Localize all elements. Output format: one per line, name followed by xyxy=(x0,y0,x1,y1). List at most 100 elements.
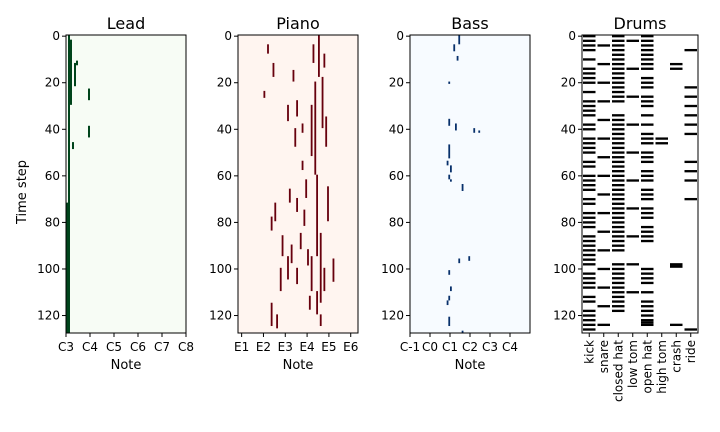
drum-hit-kick-23 xyxy=(583,179,596,182)
drum-hit-low-tom-6 xyxy=(626,207,639,210)
drum-hit-ride-8 xyxy=(684,170,697,173)
drum-hit-snare-2 xyxy=(597,81,610,84)
drum-hit-closed-hat-25 xyxy=(612,160,625,164)
drum-hit-open-hat-33 xyxy=(641,235,654,238)
piano-note-15 xyxy=(296,100,298,117)
drums-category-label-closed-hat: closed hat xyxy=(611,340,625,402)
drum-hit-closed-hat-29 xyxy=(612,179,625,182)
drum-hit-ride-1 xyxy=(684,86,697,89)
piano-note-22 xyxy=(287,256,289,280)
y-axis-label: Time step xyxy=(15,160,30,225)
piano-xtick-label: E3 xyxy=(278,340,293,354)
drum-hit-snare-12 xyxy=(597,267,610,271)
piano-axes-frame xyxy=(237,34,359,334)
piano-note-21 xyxy=(299,232,302,250)
drum-hit-closed-hat-6 xyxy=(612,62,625,66)
drum-hit-kick-29 xyxy=(583,216,596,219)
piano-note-19 xyxy=(281,235,284,257)
drums-category-label-low-tom: low tom xyxy=(626,340,640,388)
drum-hit-ride-2 xyxy=(684,95,697,98)
lead-xtick-label: C3 xyxy=(58,340,74,354)
lead-note-0 xyxy=(68,35,70,333)
drum-hit-kick-33 xyxy=(583,239,596,243)
drum-hit-open-hat-39 xyxy=(641,291,654,294)
bass-note-18 xyxy=(448,295,451,301)
piano-ytick-label: 0 xyxy=(224,29,232,43)
drum-hit-open-hat-41 xyxy=(641,305,654,308)
drum-hit-closed-hat-20 xyxy=(612,137,625,140)
piano-note-3 xyxy=(310,104,313,157)
drum-hit-kick-21 xyxy=(583,165,596,168)
drum-hit-closed-hat-43 xyxy=(612,244,625,247)
lead-ytick-label: 60 xyxy=(45,169,60,183)
piano-note-36 xyxy=(270,216,273,231)
drum-hit-open-hat-17 xyxy=(641,137,654,140)
drum-hit-crash-2 xyxy=(670,263,683,266)
bass-ytick-label: 120 xyxy=(381,309,404,323)
drum-hit-kick-12 xyxy=(583,109,596,112)
piano-note-10 xyxy=(267,44,269,54)
drum-hit-closed-hat-31 xyxy=(612,188,625,191)
drum-hit-closed-hat-47 xyxy=(612,272,625,275)
piano-xtick-label: E1 xyxy=(234,340,249,354)
drum-hit-kick-9 xyxy=(583,90,596,94)
drum-hit-closed-hat-23 xyxy=(612,151,625,154)
drums-title: Drums xyxy=(614,14,667,33)
drum-hit-closed-hat-55 xyxy=(612,309,625,313)
drum-hit-open-hat-9 xyxy=(641,81,654,84)
drum-hit-kick-17 xyxy=(583,142,596,145)
bass-xtick-label: C0 xyxy=(422,340,438,354)
drum-hit-closed-hat-10 xyxy=(612,81,625,84)
drum-hit-open-hat-8 xyxy=(641,76,654,80)
drum-hit-open-hat-7 xyxy=(641,67,654,70)
drum-hit-closed-hat-53 xyxy=(612,300,625,303)
drum-hit-crash-0 xyxy=(670,62,683,66)
drum-hit-low-tom-8 xyxy=(626,263,639,266)
bass-note-16 xyxy=(448,270,451,275)
panel-drums: Drums 0 20 40 60 80 100 120 kick snare closed hat l… xyxy=(553,14,699,402)
bass-note-14 xyxy=(468,256,471,261)
bass-x-axis-label: Note xyxy=(455,358,486,373)
drum-hit-open-hat-30 xyxy=(641,216,654,219)
bass-note-8 xyxy=(448,144,451,159)
drum-hit-low-tom-3 xyxy=(626,123,639,126)
bass-ytick-label: 80 xyxy=(389,215,404,229)
drum-hit-closed-hat-39 xyxy=(612,225,625,229)
drum-hit-open-hat-34 xyxy=(641,239,654,243)
drum-hit-low-tom-7 xyxy=(626,235,639,238)
drum-hit-low-tom-1 xyxy=(626,67,639,70)
drum-hit-snare-8 xyxy=(597,193,610,196)
drum-hit-closed-hat-48 xyxy=(612,277,625,280)
drum-hit-low-tom-9 xyxy=(626,291,639,294)
drum-hit-closed-hat-3 xyxy=(612,48,625,52)
bass-ytick-label: 20 xyxy=(389,76,404,90)
drum-hit-open-hat-22 xyxy=(641,170,654,173)
piano-xtick-label: E6 xyxy=(343,340,358,354)
drum-hit-kick-31 xyxy=(583,225,596,229)
bass-xtick-label: C1 xyxy=(442,340,458,354)
drums-category-label-open-hat: open hat xyxy=(640,340,654,394)
bass-note-0 xyxy=(458,35,461,45)
drum-hit-kick-25 xyxy=(583,188,596,191)
drum-hit-snare-11 xyxy=(597,249,610,252)
piano-note-12 xyxy=(263,90,266,98)
drum-hit-low-tom-2 xyxy=(626,95,639,98)
drum-hit-kick-7 xyxy=(583,76,596,80)
drum-hit-kick-15 xyxy=(583,128,596,131)
lead-note-2 xyxy=(70,39,72,105)
drum-hit-snare-5 xyxy=(597,137,610,140)
drum-hit-open-hat-32 xyxy=(641,230,654,233)
drum-hit-ride-5 xyxy=(684,123,697,126)
piano-note-5 xyxy=(316,174,318,257)
drum-hit-closed-hat-33 xyxy=(612,197,625,201)
drum-hit-ride-9 xyxy=(684,179,697,182)
bass-note-12 xyxy=(450,179,452,182)
drums-plot-background xyxy=(582,35,698,333)
bass-plot-background xyxy=(410,35,530,333)
lead-note-3 xyxy=(74,62,76,87)
drum-hit-kick-28 xyxy=(583,211,596,215)
drums-category-label-high-tom: high tom xyxy=(655,340,669,394)
drum-hit-closed-hat-26 xyxy=(612,165,625,168)
lead-ytick-label: 100 xyxy=(37,262,60,276)
